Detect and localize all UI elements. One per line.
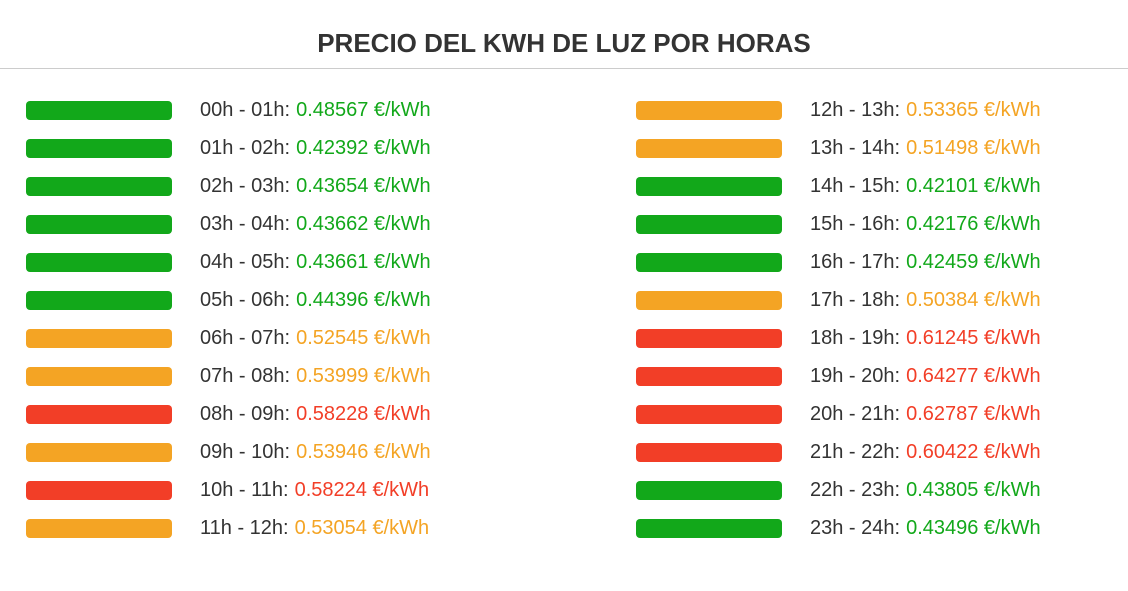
hour-range: 14h - 15h: — [810, 174, 901, 197]
level-bar — [26, 442, 172, 462]
price-row: 04h - 05h: 0.43661 €/kWh — [26, 243, 431, 281]
price-row: 21h - 22h: 0.60422 €/kWh — [636, 433, 1041, 471]
hour-range: 09h - 10h: — [200, 440, 291, 463]
price-row: 13h - 14h: 0.51498 €/kWh — [636, 129, 1041, 167]
price-value: 0.60422 €/kWh — [906, 440, 1041, 463]
price-value: 0.44396 €/kWh — [296, 288, 431, 311]
price-value: 0.53054 €/kWh — [294, 516, 430, 539]
hour-range: 12h - 13h: — [810, 98, 901, 121]
price-value: 0.64277 €/kWh — [906, 364, 1041, 387]
price-row: 14h - 15h: 0.42101 €/kWh — [636, 167, 1041, 205]
level-bar — [636, 442, 782, 462]
hour-range: 07h - 08h: — [200, 364, 291, 387]
price-row: 11h - 12h: 0.53054 €/kWh — [26, 509, 429, 547]
price-value: 0.48567 €/kWh — [296, 98, 431, 121]
price-value: 0.43654 €/kWh — [296, 174, 431, 197]
level-bar — [26, 290, 172, 310]
hour-range: 01h - 02h: — [200, 136, 291, 159]
price-row: 18h - 19h: 0.61245 €/kWh — [636, 319, 1041, 357]
hour-range: 00h - 01h: — [200, 98, 291, 121]
level-bar — [636, 100, 782, 120]
hour-range: 22h - 23h: — [810, 478, 901, 501]
hour-range: 16h - 17h: — [810, 250, 901, 273]
level-bar — [636, 404, 782, 424]
hour-range: 05h - 06h: — [200, 288, 291, 311]
hour-range: 10h - 11h: — [200, 478, 289, 501]
price-value: 0.43805 €/kWh — [906, 478, 1041, 501]
level-bar — [26, 480, 172, 500]
price-row: 01h - 02h: 0.42392 €/kWh — [26, 129, 431, 167]
hour-range: 23h - 24h: — [810, 516, 901, 539]
level-bar — [26, 100, 172, 120]
price-row: 23h - 24h: 0.43496 €/kWh — [636, 509, 1041, 547]
price-row: 08h - 09h: 0.58228 €/kWh — [26, 395, 431, 433]
price-value: 0.43496 €/kWh — [906, 516, 1041, 539]
hour-range: 20h - 21h: — [810, 402, 901, 425]
price-row: 03h - 04h: 0.43662 €/kWh — [26, 205, 431, 243]
price-row: 16h - 17h: 0.42459 €/kWh — [636, 243, 1041, 281]
level-bar — [636, 138, 782, 158]
price-value: 0.58224 €/kWh — [294, 478, 430, 501]
price-value: 0.58228 €/kWh — [296, 402, 431, 425]
price-value: 0.42176 €/kWh — [906, 212, 1041, 235]
hour-range: 13h - 14h: — [810, 136, 901, 159]
hour-range: 11h - 12h: — [200, 516, 289, 539]
level-bar — [636, 290, 782, 310]
price-value: 0.62787 €/kWh — [906, 402, 1041, 425]
level-bar — [26, 518, 172, 538]
hour-range: 15h - 16h: — [810, 212, 901, 235]
price-row: 15h - 16h: 0.42176 €/kWh — [636, 205, 1041, 243]
level-bar — [636, 480, 782, 500]
price-row: 09h - 10h: 0.53946 €/kWh — [26, 433, 431, 471]
price-row: 22h - 23h: 0.43805 €/kWh — [636, 471, 1041, 509]
hour-range: 03h - 04h: — [200, 212, 291, 235]
price-row: 20h - 21h: 0.62787 €/kWh — [636, 395, 1041, 433]
price-value: 0.50384 €/kWh — [906, 288, 1041, 311]
price-row: 17h - 18h: 0.50384 €/kWh — [636, 281, 1041, 319]
level-bar — [26, 138, 172, 158]
level-bar — [636, 518, 782, 538]
level-bar — [636, 252, 782, 272]
price-value: 0.42459 €/kWh — [906, 250, 1041, 273]
hour-range: 19h - 20h: — [810, 364, 901, 387]
price-value: 0.53946 €/kWh — [296, 440, 431, 463]
level-bar — [636, 366, 782, 386]
page-title: PRECIO DEL KWH DE LUZ POR HORAS — [317, 28, 811, 58]
price-row: 19h - 20h: 0.64277 €/kWh — [636, 357, 1041, 395]
level-bar — [26, 404, 172, 424]
hour-range: 18h - 19h: — [810, 326, 901, 349]
price-value: 0.43662 €/kWh — [296, 212, 431, 235]
hour-range: 06h - 07h: — [200, 326, 291, 349]
hour-range: 04h - 05h: — [200, 250, 291, 273]
price-value: 0.42392 €/kWh — [296, 136, 431, 159]
hour-range: 02h - 03h: — [200, 174, 291, 197]
price-row: 07h - 08h: 0.53999 €/kWh — [26, 357, 431, 395]
level-bar — [26, 214, 172, 234]
level-bar — [636, 214, 782, 234]
price-value: 0.53365 €/kWh — [906, 98, 1041, 121]
price-value: 0.51498 €/kWh — [906, 136, 1041, 159]
hour-range: 21h - 22h: — [810, 440, 901, 463]
price-value: 0.52545 €/kWh — [296, 326, 431, 349]
price-row: 02h - 03h: 0.43654 €/kWh — [26, 167, 431, 205]
price-row: 06h - 07h: 0.52545 €/kWh — [26, 319, 431, 357]
hour-range: 17h - 18h: — [810, 288, 901, 311]
price-row: 12h - 13h: 0.53365 €/kWh — [636, 91, 1041, 129]
price-value: 0.42101 €/kWh — [906, 174, 1041, 197]
level-bar — [636, 176, 782, 196]
hour-range: 08h - 09h: — [200, 402, 291, 425]
price-value: 0.61245 €/kWh — [906, 326, 1041, 349]
level-bar — [26, 366, 172, 386]
level-bar — [636, 328, 782, 348]
level-bar — [26, 252, 172, 272]
divider — [0, 68, 1128, 69]
price-row: 00h - 01h: 0.48567 €/kWh — [26, 91, 431, 129]
level-bar — [26, 328, 172, 348]
price-value: 0.53999 €/kWh — [296, 364, 431, 387]
price-value: 0.43661 €/kWh — [296, 250, 431, 273]
price-row: 05h - 06h: 0.44396 €/kWh — [26, 281, 431, 319]
level-bar — [26, 176, 172, 196]
price-row: 10h - 11h: 0.58224 €/kWh — [26, 471, 429, 509]
